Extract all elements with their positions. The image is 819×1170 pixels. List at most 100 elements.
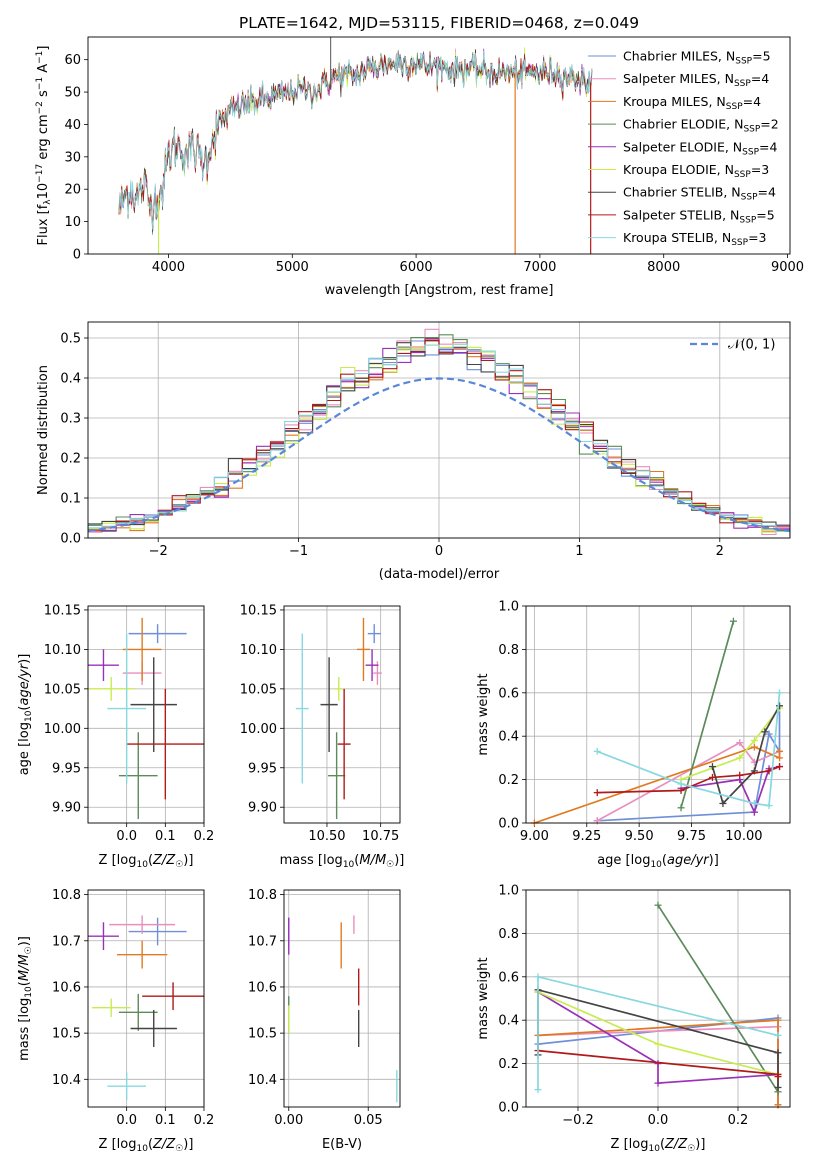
label-part: 10 (36, 183, 51, 200)
y-axis-label: age [log10​(age/yr)] (17, 654, 34, 776)
mass_vs_Z-axes: 0.0 0.1 0.2 10.4 10.5 10.6 10.7 10.8 (52, 888, 214, 1128)
label-part: 10 (136, 860, 148, 870)
x-tick-label: −2 (149, 544, 168, 559)
label-part: Flux [f (36, 204, 51, 245)
x-tick-label: 9.75 (677, 829, 706, 844)
x-tick-label: 5000 (276, 260, 309, 275)
weight_vs_Z-frame (525, 889, 791, 1108)
label-part: )] (17, 936, 32, 946)
label-part: SSP (731, 238, 748, 248)
label-part: age [log (597, 853, 650, 868)
label-part: mass [log (280, 853, 343, 868)
x-tick-label: 0.00 (274, 1113, 303, 1128)
x-tick-label: 2 (716, 544, 724, 559)
y-tick-label: 10.7 (52, 934, 81, 949)
label-part: Z [log (99, 853, 137, 868)
y-tick-label: 10.4 (248, 1073, 277, 1088)
label-part: )] (183, 853, 193, 868)
label-part: Kroupa ELODIE, N (623, 162, 734, 177)
label-part: Kroupa MILES, N (623, 94, 726, 109)
label-part: M/M (17, 954, 32, 981)
label-part: Z/Z (664, 1137, 688, 1152)
residuals-axes: −2 −1 0 1 2 0.0 0.1 0.2 0.3 0.4 0.5 (60, 322, 790, 559)
y-tick-label: 9.95 (52, 761, 81, 776)
label-part: =4 (759, 139, 777, 154)
label-part: ] (36, 46, 51, 51)
label-part: ☉ (24, 946, 34, 954)
x-axis-label: E(B-V) (322, 1137, 362, 1152)
x-tick-label: −1 (289, 544, 308, 559)
label-part: SSP (734, 170, 751, 180)
spectrum-axes: 4000 5000 6000 7000 8000 9000 0 10 20 30 40 50 60 (64, 37, 804, 275)
y-tick-label: 50 (64, 86, 81, 101)
weight-line (537, 991, 779, 1085)
y-tick-label: 0.1 (60, 492, 81, 507)
legend-label: Salpeter STELIB, NSSP​=5 (623, 207, 775, 225)
y-tick-label: 10.6 (248, 980, 277, 995)
x-tick-label: 9.00 (520, 829, 549, 844)
y-tick-label: 0.2 (498, 1057, 519, 1072)
x-axis-label: age [log10​(age/yr)] (597, 853, 719, 870)
label-part: −1 (35, 51, 45, 64)
label-part: =4 (758, 185, 776, 200)
y-tick-label: 10.00 (240, 722, 277, 737)
spectrum-legend: Chabrier MILES, NSSP​=5 Salpeter MILES, N… (588, 49, 779, 248)
y-axis-label: mass weight (476, 673, 491, 755)
x-tick-label: −0.2 (562, 1113, 594, 1128)
weight_vs_age-axes: 9.00 9.25 9.50 9.75 10.00 0.0 0.2 0.4 0.6 0.8 1.0 (498, 600, 790, 844)
weight-line (596, 692, 781, 807)
y-tick-label: 0.0 (498, 817, 519, 832)
y-tick-label: 0.0 (498, 1101, 519, 1116)
label-part: −1 (35, 77, 45, 90)
label-part: SSP (726, 102, 743, 112)
y-tick-label: 0.5 (60, 332, 81, 347)
y-tick-label: 10 (64, 215, 81, 230)
label-part: Z/Z (152, 1137, 176, 1152)
weight-line (680, 707, 781, 781)
y-axis-label: mass weight (476, 957, 491, 1039)
mass_vs_ebv-frame (283, 889, 401, 1108)
label-part: ☉ (175, 860, 183, 870)
label-part: 10 (24, 986, 34, 998)
label-part: =4 (743, 94, 761, 109)
x-tick-label: 4000 (152, 260, 185, 275)
label-part: Salpeter MILES, N (623, 71, 734, 86)
label-part: ( (148, 1137, 153, 1152)
x-tick-label: 9000 (771, 260, 804, 275)
y-axis-label: Flux [fλ​10−17​ erg cm−2​ s−1​ A−1​] (35, 46, 53, 246)
label-part: SSP (742, 147, 759, 157)
label-part: )] (695, 1137, 705, 1152)
y-tick-label: 0.4 (60, 372, 81, 387)
y-tick-label: 10.05 (240, 682, 277, 697)
x-tick-label: 10.00 (725, 829, 762, 844)
y-axis-label: mass [log10​(M/M☉​)] (17, 936, 34, 1061)
weight-line (596, 741, 780, 822)
label-part: =2 (760, 117, 778, 132)
x-tick-label: 0.0 (648, 1113, 669, 1128)
x-tick-label: 6000 (400, 260, 433, 275)
x-tick-label: 0.05 (354, 1113, 383, 1128)
y-tick-label: 9.95 (248, 761, 277, 776)
histogram-step (88, 343, 790, 534)
weight-line (657, 904, 779, 1093)
x-tick-label: 0.2 (194, 829, 215, 844)
age_vs_Z-axes: 0.0 0.1 0.2 9.90 9.95 10.00 10.05 10.10 10.15 (44, 603, 215, 844)
label-part: Z/Z (152, 853, 176, 868)
label-part: =3 (751, 162, 769, 177)
label-part: E(B-V) (322, 1137, 362, 1152)
y-tick-label: 1.0 (498, 884, 519, 899)
label-part: ( (17, 706, 32, 711)
x-axis-label: Z [log10​(Z/Z☉​)] (99, 853, 194, 870)
legend-label: Kroupa ELODIE, NSSP​=3 (623, 162, 769, 180)
label-part: 10 (343, 860, 355, 870)
legend-label: 𝒩(0, 1) (728, 338, 775, 353)
label-part: 10 (648, 1144, 660, 1154)
legend-label: Kroupa MILES, NSSP​=4 (623, 94, 761, 112)
label-part: )] (183, 1137, 193, 1152)
x-tick-label: 0.0 (116, 829, 137, 844)
label-part: age [log (17, 722, 32, 775)
label-part: SSP (735, 57, 752, 67)
y-tick-label: 9.90 (248, 801, 277, 816)
x-axis-label: (data-model)/error (379, 567, 500, 582)
y-tick-label: 0.6 (498, 970, 519, 985)
